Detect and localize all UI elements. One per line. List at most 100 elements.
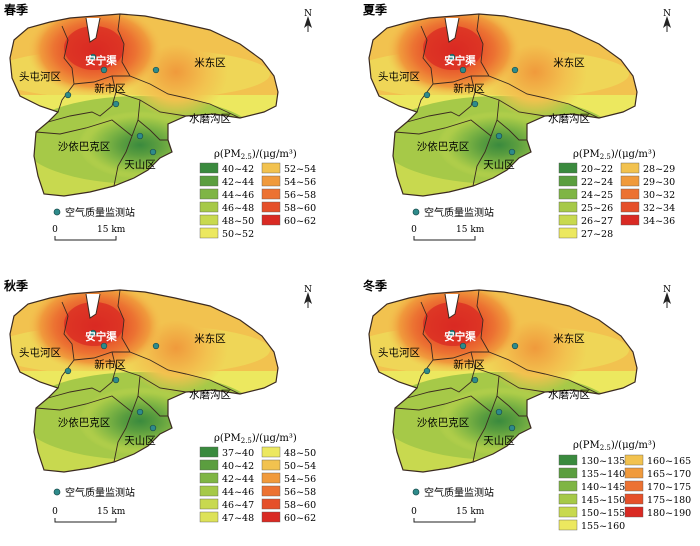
legend-swatch [558,201,578,213]
station-label: 空气质量监测站 [65,206,135,219]
legend-range-label: 48~50 [222,216,254,227]
legend-swatch [624,480,644,492]
station-label: 空气质量监测站 [424,206,494,219]
north-label: N [663,9,671,19]
scale-distance: 15 km [456,507,485,517]
north-label: N [304,9,312,19]
station-icon [53,208,61,216]
scale-zero: 0 [52,507,58,517]
legend-swatch [199,201,219,213]
legend-range-label: 160~165 [647,456,691,467]
legend-swatch [624,506,644,518]
legend-swatch [558,454,578,466]
legend-swatch [261,459,281,471]
legend: ρ(PM2.5)/(μg/m³) 130~135 135~140 140~145 14… [558,440,691,532]
legend-range-label: 44~46 [222,190,254,201]
scale-bar: 0 15 km [52,507,126,523]
legend: ρ(PM2.5)/(μg/m³) 20~22 22~24 24~25 25~26 26~… [558,149,675,240]
scale-distance: 15 km [456,225,485,235]
legend-swatch [624,467,644,479]
legend-swatch [558,162,578,174]
legend-swatch [199,485,219,497]
legend-swatch [261,472,281,484]
label-toutunhe: 头屯河区 [378,346,420,359]
north-label: N [304,285,312,295]
label-anningqu: 安宁渠 [85,54,117,67]
legend-range-label: 30~32 [643,190,675,201]
legend-swatch [620,201,640,213]
legend: ρ(PM2.5)/(μg/m³) 37~40 40~42 42~44 44~46 46~… [199,433,316,524]
district-labels: 安宁渠 米东区 头屯河区 新市区 水磨沟区 沙依巴克区 天山区 [378,330,590,447]
legend-swatch [558,227,578,239]
legend-range-label: 54~56 [284,474,316,485]
label-shayibake: 沙依巴克区 [58,416,111,429]
legend-range-label: 56~58 [284,190,316,201]
label-xinshi: 新市区 [453,358,485,371]
station-legend: 空气质量监测站 [412,486,494,499]
label-shuimogou: 水磨沟区 [548,388,590,401]
label-toutunhe: 头屯河区 [19,70,61,83]
season-title: 夏季 [363,2,388,17]
north-arrow: N [303,9,313,33]
legend-swatch [199,498,219,510]
label-tianshan: 天山区 [124,435,156,447]
legend-range-label: 140~145 [581,482,625,493]
station-icon [53,488,61,496]
legend-swatch [261,175,281,187]
label-shayibake: 沙依巴克区 [417,416,470,429]
legend-range-label: 24~25 [581,190,613,201]
legend-range-label: 165~170 [647,469,691,480]
station-legend: 空气质量监测站 [53,486,135,499]
legend-range-label: 37~40 [222,448,254,459]
legend-title: ρ(PM2.5)/(μg/m³) [214,433,297,445]
legend-range-label: 29~30 [643,177,675,188]
legend-title: ρ(PM2.5)/(μg/m³) [573,440,656,452]
label-tianshan: 天山区 [483,159,515,171]
legend-swatch [558,188,578,200]
legend-swatch [620,175,640,187]
legend-swatch [558,493,578,505]
label-xinshi: 新市区 [453,82,485,95]
legend-swatch [199,472,219,484]
legend-range-label: 180~190 [647,508,691,519]
legend-range-label: 42~44 [222,474,254,485]
legend-swatch [199,511,219,523]
label-midong: 米东区 [194,332,226,345]
legend-range-label: 47~48 [222,513,254,524]
legend-range-label: 46~47 [222,500,254,511]
legend-swatch [261,511,281,523]
season-title: 春季 [3,2,29,17]
legend-swatch [620,214,640,226]
legend-swatch [199,175,219,187]
legend-title: ρ(PM2.5)/(μg/m³) [573,149,656,161]
label-midong: 米东区 [553,56,585,69]
season-title: 秋季 [4,278,29,293]
label-midong: 米东区 [194,56,226,69]
legend-range-label: 40~42 [222,164,254,175]
legend-range-label: 48~50 [284,448,316,459]
label-shuimogou: 水磨沟区 [189,112,231,125]
scale-zero: 0 [52,225,58,235]
legend-range-label: 42~44 [222,177,254,188]
legend: ρ(PM2.5)/(μg/m³) 40~42 42~44 44~46 46~48 48~… [199,149,316,240]
legend-range-label: 26~27 [581,216,613,227]
district-map [0,0,300,218]
legend-range-label: 175~180 [647,495,691,506]
station-legend: 空气质量监测站 [53,206,135,219]
legend-range-label: 54~56 [284,177,316,188]
legend-range-label: 170~175 [647,482,691,493]
legend-range-label: 40~42 [222,461,254,472]
legend-range-label: 130~135 [581,456,625,467]
legend-range-label: 58~60 [284,500,316,511]
legend-range-label: 52~54 [284,164,316,175]
legend-range-label: 46~48 [222,203,254,214]
scale-bar: 0 15 km [52,225,126,241]
legend-swatch [620,188,640,200]
legend-range-label: 44~46 [222,487,254,498]
label-toutunhe: 头屯河区 [19,346,61,359]
panel-winter: 冬季 N 安宁渠 米东区 头屯河区 新市区 水磨沟区 沙依巴克区 天山区 ρ(P… [349,276,691,532]
legend-range-label: 34~36 [643,216,675,227]
district-labels: 安宁渠 米东区 头屯河区 新市区 水磨沟区 沙依巴克区 天山区 [378,54,590,171]
station-label: 空气质量监测站 [424,486,494,499]
